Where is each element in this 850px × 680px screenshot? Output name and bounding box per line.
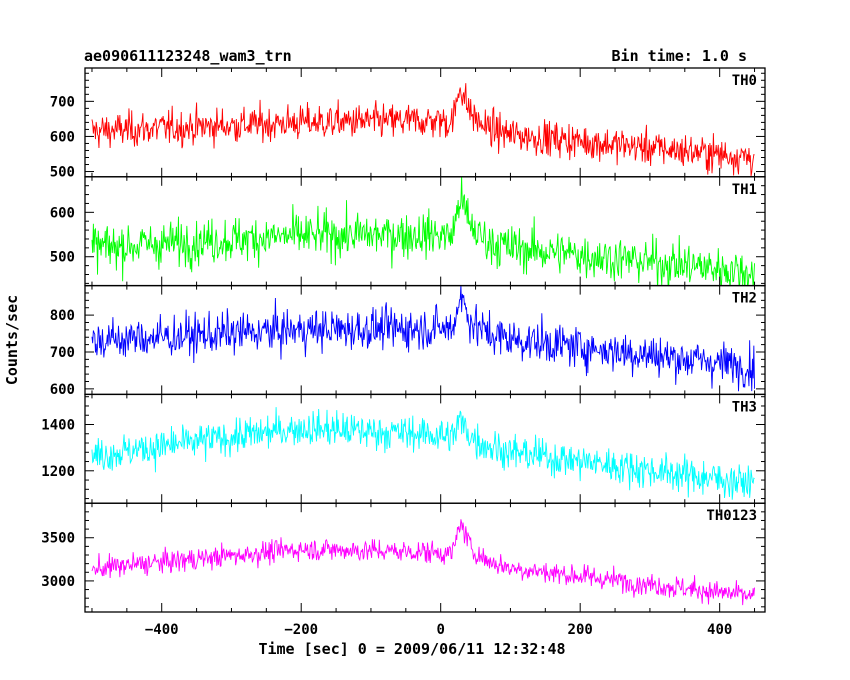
series-line-th1 [91, 176, 755, 286]
x-tick-label: −400 [145, 622, 179, 638]
panel-name-label: TH3 [732, 399, 757, 415]
y-tick-label: 3500 [41, 531, 75, 547]
chart-title: ae090611123248_wam3_trn [84, 47, 292, 65]
y-tick-label: 800 [50, 308, 75, 324]
panel-th1: 500 600 TH1 [50, 176, 766, 287]
x-axis-label: Time [sec] 0 = 2009/06/11 12:32:48 [258, 640, 565, 658]
y-tick-label: 700 [50, 345, 75, 361]
series-line-th0 [91, 83, 755, 177]
series-line-th2 [91, 285, 755, 392]
y-tick-label: 600 [50, 205, 75, 221]
y-tick-label: 3000 [41, 574, 75, 590]
panel-name-label: TH1 [732, 182, 757, 198]
panel-th3: 1200 1400 TH3 [41, 393, 766, 504]
panel-th0: 500 600 700 TH0 [50, 67, 766, 181]
panel-frame [84, 502, 766, 613]
bin-time-label: Bin time: 1.0 s [612, 47, 747, 65]
panels-group: 500 600 700 TH0 500 600 TH1 600 700 800 TH2 1200 140… [41, 67, 766, 613]
y-tick-label: 500 [50, 250, 75, 266]
panel-th2: 600 700 800 TH2 [50, 284, 766, 398]
y-axis-label: Counts/sec [3, 295, 21, 385]
series-line-th0123 [91, 519, 755, 606]
y-tick-label: 600 [50, 129, 75, 145]
panel-frame [84, 393, 766, 504]
x-tick-label: 400 [707, 622, 732, 638]
y-tick-label: 1200 [41, 464, 75, 480]
panel-name-label: TH2 [732, 291, 757, 307]
y-tick-label: 600 [50, 382, 75, 398]
x-axis: −400 −200 0 200 400 [145, 622, 732, 638]
panel-name-label: TH0 [732, 73, 757, 89]
x-tick-label: −200 [284, 622, 318, 638]
panel-th0123: 3000 3500 TH0123 [41, 502, 766, 613]
x-tick-label: 0 [436, 622, 444, 638]
x-tick-label: 200 [568, 622, 593, 638]
y-tick-label: 1400 [41, 417, 75, 433]
panel-frame [84, 284, 766, 396]
y-tick-label: 700 [50, 94, 75, 110]
panel-name-label: TH0123 [706, 508, 757, 524]
series-line-th3 [91, 407, 755, 500]
y-tick-label: 500 [50, 165, 75, 181]
